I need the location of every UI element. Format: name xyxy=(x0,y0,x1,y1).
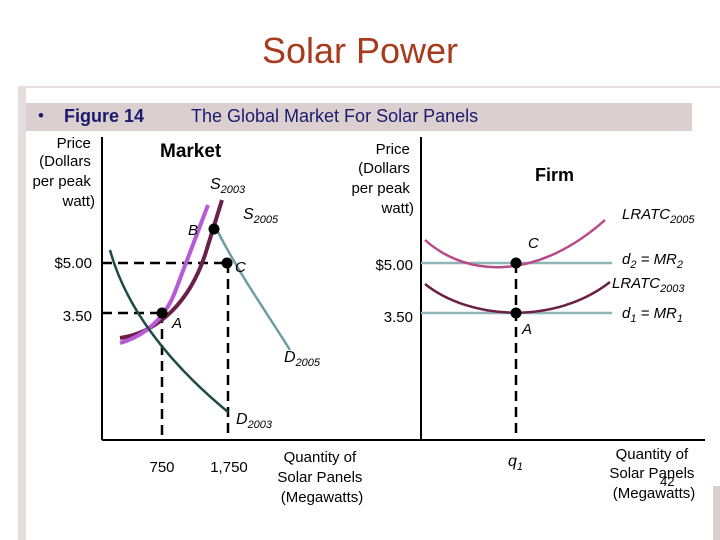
firm-price-tick-350: 3.50 xyxy=(384,309,413,326)
market-heading: Market xyxy=(160,141,222,162)
d1-mr1-label: d1 = MR1 xyxy=(622,305,683,325)
market-qty-tick-1750: 1,750 xyxy=(210,459,248,476)
d2003-curve xyxy=(108,249,229,413)
firm-heading: Firm xyxy=(535,165,574,185)
right-decor-stripe xyxy=(713,486,720,540)
figure-number: Figure 14 xyxy=(64,106,145,126)
market-y-axis-label: Price (Dollars per peak watt) xyxy=(32,135,95,210)
market-point-a xyxy=(156,307,168,319)
firm-point-a-label: A xyxy=(521,321,532,338)
s2005-curve xyxy=(119,204,210,345)
market-point-b xyxy=(208,223,220,235)
lratc2005-curve xyxy=(424,219,606,269)
market-price-tick-500: $5.00 xyxy=(54,255,92,272)
market-price-tick-350: 3.50 xyxy=(63,308,92,325)
firm-panel: Price (Dollars per peak watt) Firm $5.00… xyxy=(351,137,705,502)
figure-header: • Figure 14 The Global Market For Solar … xyxy=(26,103,692,131)
lratc2005-label: LRATC2005 xyxy=(622,206,695,226)
page-number: 42 xyxy=(660,474,675,489)
slide-title: Solar Power xyxy=(261,30,459,71)
market-x-axis-label: Quantity of Solar Panels (Megawatts) xyxy=(277,449,366,506)
d2005-label: D2005 xyxy=(284,349,321,369)
s2003-curve xyxy=(119,199,224,340)
market-qty-tick-750: 750 xyxy=(149,459,174,476)
market-point-c-label: C xyxy=(235,259,246,276)
s2003-label: S2003 xyxy=(210,176,246,196)
firm-qty-tick-q1: q1 xyxy=(508,453,523,473)
firm-point-a xyxy=(510,307,522,319)
d2-mr2-label: d2 = MR2 xyxy=(622,251,683,271)
firm-price-tick-500: $5.00 xyxy=(375,257,413,274)
figure-title: The Global Market For Solar Panels xyxy=(191,106,479,126)
d2003-label: D2003 xyxy=(236,411,273,431)
bullet-icon: • xyxy=(38,106,44,125)
top-decor-rule xyxy=(18,86,720,88)
firm-point-c-label: C xyxy=(528,235,539,252)
firm-point-c xyxy=(510,257,522,269)
lratc2003-label: LRATC2003 xyxy=(612,275,685,295)
market-point-a-label: A xyxy=(171,315,182,332)
market-point-c xyxy=(221,257,233,269)
market-panel: Price (Dollars per peak watt) Market $5.… xyxy=(32,135,430,506)
firm-x-axis-label: Quantity of Solar Panels (Megawatts) xyxy=(609,446,698,502)
firm-y-axis-label: Price (Dollars per peak watt) xyxy=(351,141,414,217)
s2005-label: S2005 xyxy=(243,206,279,226)
d2005-curve xyxy=(216,231,292,351)
market-point-b-label: B xyxy=(188,222,198,239)
left-decor-stripe xyxy=(18,86,26,540)
